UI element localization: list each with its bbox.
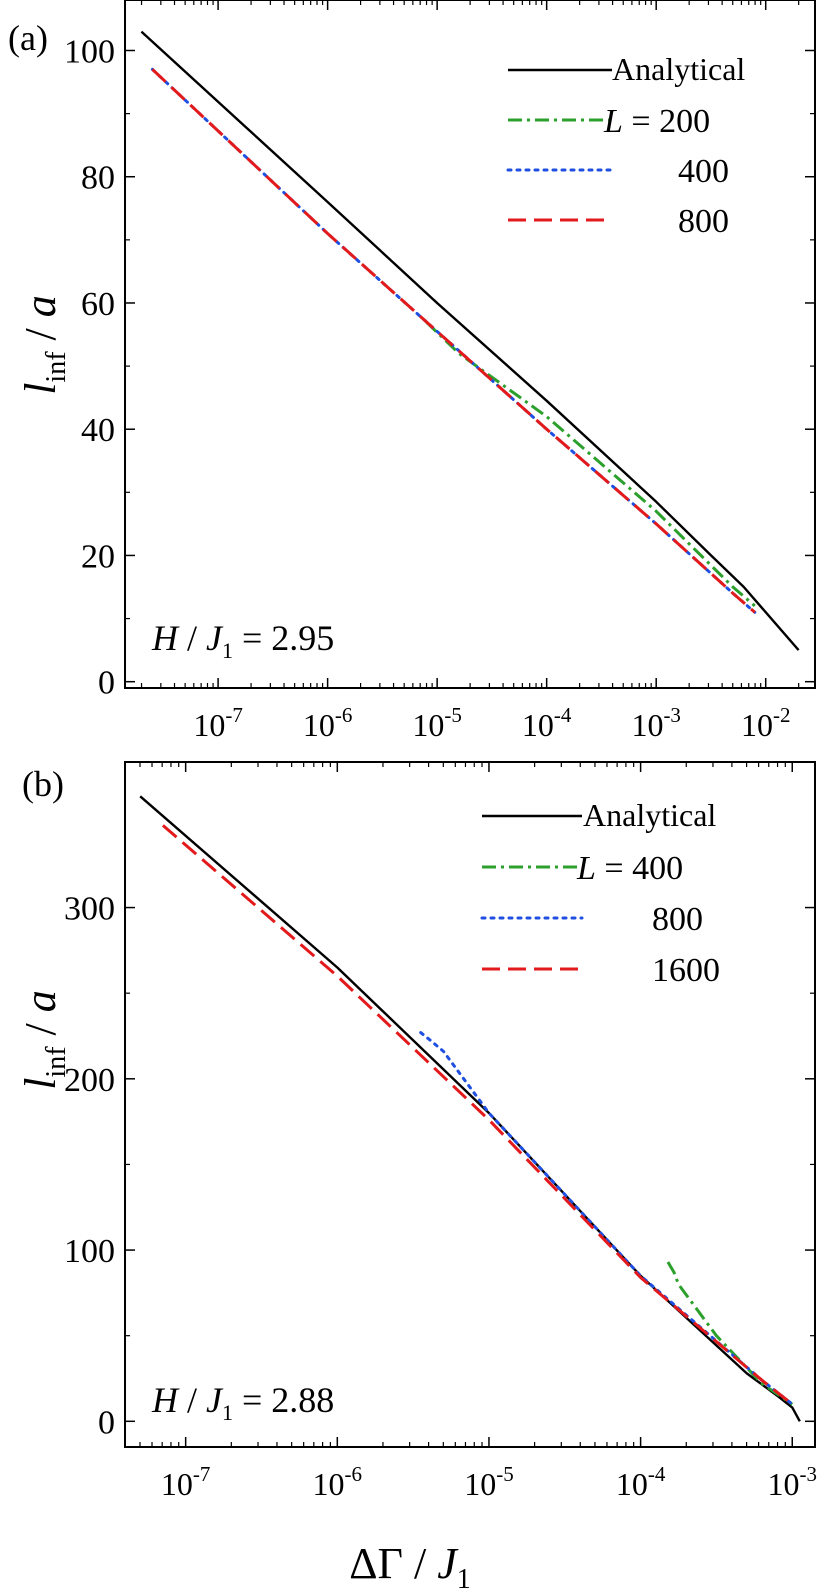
y-tick-label: 0 bbox=[98, 665, 115, 702]
series-line bbox=[161, 824, 794, 1406]
panel-a: 0 20 40 60 80 100 10-7 10-6 10-5 10-4 10-3 10-2 Anal… bbox=[8, 0, 816, 743]
x-tick-label: 10-5 bbox=[464, 1462, 514, 1502]
x-tick-label: 10-6 bbox=[303, 703, 353, 743]
y-tick-label: 100 bbox=[64, 1233, 115, 1270]
y-tick-label: 300 bbox=[64, 891, 115, 928]
x-axis-label: ΔΓ / J1 bbox=[349, 1539, 471, 1589]
series-line bbox=[666, 1261, 794, 1406]
y-tick-label: 100 bbox=[64, 33, 115, 70]
legend-label: 800 bbox=[652, 901, 703, 938]
x-tick-label: 10-5 bbox=[412, 703, 462, 743]
legend-label: L = 400 bbox=[576, 850, 683, 887]
y-axis-label: linf / a bbox=[16, 295, 72, 395]
legend-label: 800 bbox=[678, 203, 729, 240]
x-tick-label: 10-3 bbox=[768, 1462, 818, 1502]
series-line bbox=[425, 320, 756, 608]
plot-frame bbox=[124, 761, 816, 1448]
plot-frame bbox=[124, 0, 816, 689]
x-tick-label: 10-6 bbox=[313, 1462, 363, 1502]
x-tick-label: 10-4 bbox=[616, 1462, 666, 1502]
y-axis-label: linf / a bbox=[16, 990, 72, 1090]
y-tick-label: 200 bbox=[64, 1062, 115, 1099]
x-tick-label: 10-7 bbox=[193, 703, 243, 743]
x-tick-label: 10-4 bbox=[522, 703, 572, 743]
legend-label: 1600 bbox=[652, 952, 720, 989]
x-tick-label: 10-7 bbox=[161, 1462, 211, 1502]
y-tick-label: 60 bbox=[81, 286, 115, 323]
y-tick-label: 20 bbox=[81, 538, 115, 575]
series-line bbox=[151, 68, 756, 614]
x-tick-label: 10-3 bbox=[631, 703, 681, 743]
series-line bbox=[419, 1031, 794, 1406]
field-annotation: H / J1 = 2.88 bbox=[151, 1380, 334, 1425]
panel-label: (a) bbox=[8, 18, 48, 58]
panel-b: 0 100 200 300 10-7 10-6 10-5 10-4 10-3 Analytical… bbox=[16, 761, 818, 1589]
legend-label: 400 bbox=[678, 153, 729, 190]
legend-label: Analytical bbox=[583, 797, 716, 833]
panel-label: (b) bbox=[22, 764, 64, 804]
y-tick-label: 40 bbox=[81, 412, 115, 449]
y-tick-label: 80 bbox=[81, 160, 115, 197]
legend-label: Analytical bbox=[612, 51, 745, 87]
y-tick-label: 0 bbox=[98, 1404, 115, 1441]
series-line bbox=[140, 30, 800, 651]
field-annotation: H / J1 = 2.95 bbox=[151, 618, 334, 663]
x-tick-label: 10-2 bbox=[741, 703, 791, 743]
series-line bbox=[139, 795, 801, 1422]
legend-label: L = 200 bbox=[603, 103, 710, 140]
